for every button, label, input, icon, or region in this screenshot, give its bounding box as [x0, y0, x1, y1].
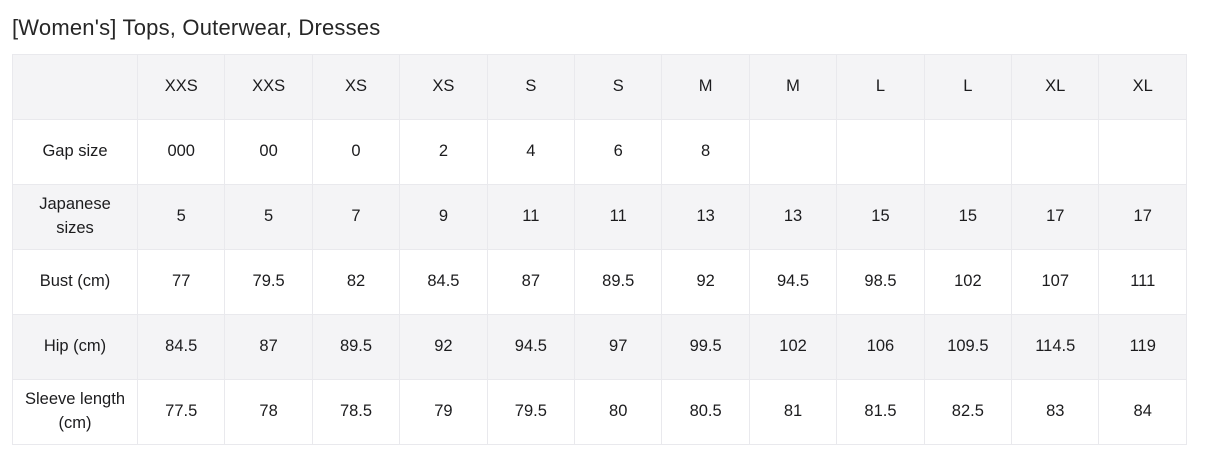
- cell: 79: [399, 379, 488, 445]
- cell: 13: [661, 184, 750, 250]
- size-chart-header: XXS XXS XS XS S S M M L L XL XL: [12, 54, 1187, 120]
- size-chart-table: XXS XXS XS XS S S M M L L XL XL Gap size…: [12, 54, 1187, 445]
- header-cell-size: XL: [1098, 54, 1187, 120]
- row-label: Sleeve length (cm): [12, 379, 138, 445]
- cell: 4: [486, 119, 576, 185]
- cell: 94.5: [486, 314, 576, 380]
- table-row-hip: Hip (cm) 84.5 87 89.5 92 94.5 97 99.5 10…: [12, 314, 1187, 380]
- row-label: Japanese sizes: [12, 184, 138, 250]
- cell: 8: [661, 119, 750, 185]
- header-cell-size: L: [836, 54, 925, 120]
- cell: 83: [1011, 379, 1100, 445]
- header-row: XXS XXS XS XS S S M M L L XL XL: [12, 54, 1187, 120]
- cell: 80.5: [661, 379, 750, 445]
- cell: 9: [399, 184, 488, 250]
- header-corner-cell: [12, 54, 138, 120]
- cell: [923, 119, 1013, 185]
- table-row-bust: Bust (cm) 77 79.5 82 84.5 87 89.5 92 94.…: [12, 249, 1187, 315]
- table-row-japanese-sizes: Japanese sizes 5 5 7 9 11 11 13 13 15 15…: [12, 184, 1187, 250]
- header-cell-size: XXS: [224, 54, 313, 120]
- cell: 97: [574, 314, 663, 380]
- cell: 81.5: [836, 379, 925, 445]
- page-title: [Women's] Tops, Outerwear, Dresses: [12, 15, 381, 40]
- cell: 11: [486, 184, 576, 250]
- cell: 114.5: [1011, 314, 1100, 380]
- cell: 11: [574, 184, 663, 250]
- cell: 78.5: [311, 379, 401, 445]
- cell: 82.5: [923, 379, 1013, 445]
- cell: 77.5: [136, 379, 226, 445]
- header-cell-size: XXS: [136, 54, 226, 120]
- header-cell-size: XL: [1011, 54, 1100, 120]
- cell: 17: [1098, 184, 1187, 250]
- cell: 87: [224, 314, 313, 380]
- cell: 102: [748, 314, 838, 380]
- cell: 107: [1011, 249, 1100, 315]
- cell: 5: [224, 184, 313, 250]
- cell: 13: [748, 184, 838, 250]
- cell: 84.5: [399, 249, 488, 315]
- cell: 119: [1098, 314, 1187, 380]
- cell: 98.5: [836, 249, 925, 315]
- row-label: Bust (cm): [12, 249, 138, 315]
- table-row-sleeve-length: Sleeve length (cm) 77.5 78 78.5 79 79.5 …: [12, 379, 1187, 445]
- cell: [1098, 119, 1187, 185]
- table-row-gap-size: Gap size 000 00 0 2 4 6 8: [12, 119, 1187, 185]
- cell: 5: [136, 184, 226, 250]
- row-label: Gap size: [12, 119, 138, 185]
- cell: 87: [486, 249, 576, 315]
- header-cell-size: XS: [311, 54, 401, 120]
- cell: 00: [224, 119, 313, 185]
- cell: 7: [311, 184, 401, 250]
- cell: 84: [1098, 379, 1187, 445]
- cell: 000: [136, 119, 226, 185]
- cell: 0: [311, 119, 401, 185]
- header-cell-size: M: [748, 54, 838, 120]
- cell: 81: [748, 379, 838, 445]
- cell: [836, 119, 925, 185]
- cell: 84.5: [136, 314, 226, 380]
- cell: 77: [136, 249, 226, 315]
- header-cell-size: S: [574, 54, 663, 120]
- cell: [748, 119, 838, 185]
- cell: 2: [399, 119, 488, 185]
- cell: 89.5: [574, 249, 663, 315]
- cell: 15: [836, 184, 925, 250]
- cell: 94.5: [748, 249, 838, 315]
- cell: 15: [923, 184, 1013, 250]
- cell: 92: [399, 314, 488, 380]
- cell: 79.5: [224, 249, 313, 315]
- cell: 106: [836, 314, 925, 380]
- header-cell-size: L: [923, 54, 1013, 120]
- header-cell-size: S: [486, 54, 576, 120]
- cell: 99.5: [661, 314, 750, 380]
- cell: 92: [661, 249, 750, 315]
- header-cell-size: XS: [399, 54, 488, 120]
- cell: 109.5: [923, 314, 1013, 380]
- cell: 79.5: [486, 379, 576, 445]
- cell: 89.5: [311, 314, 401, 380]
- cell: 6: [574, 119, 663, 185]
- cell: 80: [574, 379, 663, 445]
- cell: 102: [923, 249, 1013, 315]
- cell: 78: [224, 379, 313, 445]
- cell: [1011, 119, 1100, 185]
- row-label: Hip (cm): [12, 314, 138, 380]
- cell: 82: [311, 249, 401, 315]
- cell: 111: [1098, 249, 1187, 315]
- header-cell-size: M: [661, 54, 750, 120]
- cell: 17: [1011, 184, 1100, 250]
